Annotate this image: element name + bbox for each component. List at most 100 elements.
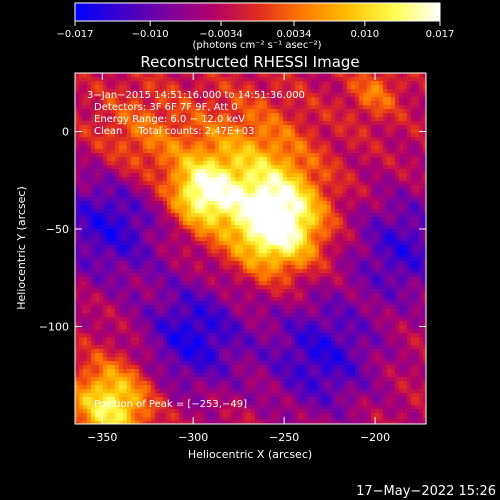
heatmap-cell: [131, 209, 136, 214]
heatmap-cell: [151, 273, 156, 278]
heatmap-cell: [271, 197, 276, 202]
heatmap-cell: [95, 277, 100, 282]
heatmap-cell: [387, 293, 392, 298]
heatmap-cell: [223, 157, 228, 162]
heatmap-cell: [255, 113, 260, 118]
heatmap-cell: [259, 77, 264, 82]
heatmap-cell: [395, 77, 400, 82]
heatmap-cell: [183, 261, 188, 266]
heatmap-cell: [279, 249, 284, 254]
heatmap-cell: [383, 217, 388, 222]
heatmap-cell: [131, 221, 136, 226]
heatmap-cell: [251, 129, 256, 134]
heatmap-cell: [363, 269, 368, 274]
heatmap-cell: [115, 105, 120, 110]
heatmap-cell: [183, 233, 188, 238]
heatmap-cell: [367, 97, 372, 102]
heatmap-cell: [403, 109, 408, 114]
heatmap-cell: [107, 181, 112, 186]
heatmap-cell: [287, 185, 292, 190]
heatmap-cell: [91, 253, 96, 258]
heatmap-cell: [391, 113, 396, 118]
heatmap-cell: [231, 201, 236, 206]
heatmap-cell: [287, 233, 292, 238]
heatmap-cell: [387, 81, 392, 86]
heatmap-cell: [275, 257, 280, 262]
heatmap-cell: [383, 117, 388, 122]
heatmap-cell: [167, 181, 172, 186]
heatmap-cell: [291, 245, 296, 250]
heatmap-cell: [279, 285, 284, 290]
heatmap-cell: [327, 93, 332, 98]
heatmap-cell: [267, 229, 272, 234]
heatmap-cell: [235, 209, 240, 214]
heatmap-cell: [327, 245, 332, 250]
heatmap-cell: [123, 273, 128, 278]
heatmap-cell: [267, 281, 272, 286]
heatmap-cell: [123, 73, 128, 78]
heatmap-cell: [79, 217, 84, 222]
heatmap-cell: [307, 249, 312, 254]
heatmap-cell: [347, 221, 352, 226]
heatmap-cell: [355, 105, 360, 110]
heatmap-cell: [347, 281, 352, 286]
heatmap-cell: [295, 97, 300, 102]
heatmap-cell: [151, 169, 156, 174]
heatmap-cell: [211, 105, 216, 110]
heatmap-cell: [387, 89, 392, 94]
heatmap-cell: [255, 105, 260, 110]
heatmap-cell: [207, 273, 212, 278]
heatmap-cell: [235, 253, 240, 258]
heatmap-cell: [235, 245, 240, 250]
heatmap-cell: [75, 285, 80, 290]
heatmap-cell: [295, 201, 300, 206]
heatmap-cell: [171, 109, 176, 114]
heatmap-cell: [351, 157, 356, 162]
heatmap-cell: [131, 273, 136, 278]
heatmap-cell: [295, 93, 300, 98]
heatmap-cell: [191, 97, 196, 102]
heatmap-cell: [119, 257, 124, 262]
heatmap-cell: [83, 149, 88, 154]
heatmap-cell: [227, 269, 232, 274]
heatmap-cell: [151, 73, 156, 78]
heatmap-cell: [227, 229, 232, 234]
heatmap-cell: [123, 269, 128, 274]
heatmap-cell: [323, 113, 328, 118]
heatmap-cell: [147, 181, 152, 186]
chart-title: Reconstructed RHESSI Image: [140, 53, 359, 71]
heatmap-cell: [395, 289, 400, 294]
heatmap-cell: [103, 245, 108, 250]
heatmap-cell: [247, 81, 252, 86]
heatmap-cell: [307, 105, 312, 110]
heatmap-cell: [171, 77, 176, 82]
heatmap-cell: [415, 141, 420, 146]
heatmap-cell: [331, 269, 336, 274]
heatmap-cell: [163, 113, 168, 118]
heatmap-cell: [379, 73, 384, 78]
heatmap-cell: [183, 293, 188, 298]
heatmap-cell: [287, 217, 292, 222]
heatmap-cell: [323, 293, 328, 298]
heatmap-cell: [211, 225, 216, 230]
heatmap-cell: [403, 113, 408, 118]
heatmap-cell: [375, 245, 380, 250]
heatmap-cell: [255, 249, 260, 254]
heatmap-cell: [255, 101, 260, 106]
heatmap-cell: [123, 277, 128, 282]
heatmap-cell: [343, 117, 348, 122]
heatmap-cell: [119, 189, 124, 194]
heatmap-cell: [343, 209, 348, 214]
heatmap-cell: [99, 273, 104, 278]
heatmap-cell: [75, 113, 80, 118]
heatmap-cell: [163, 189, 168, 194]
heatmap-cell: [383, 201, 388, 206]
heatmap-cell: [375, 261, 380, 266]
heatmap-cell: [323, 221, 328, 226]
heatmap-cell: [227, 113, 232, 118]
heatmap-cell: [227, 145, 232, 150]
heatmap-cell: [319, 177, 324, 182]
heatmap-cell: [215, 181, 220, 186]
heatmap-cell: [331, 241, 336, 246]
heatmap-cell: [379, 133, 384, 138]
